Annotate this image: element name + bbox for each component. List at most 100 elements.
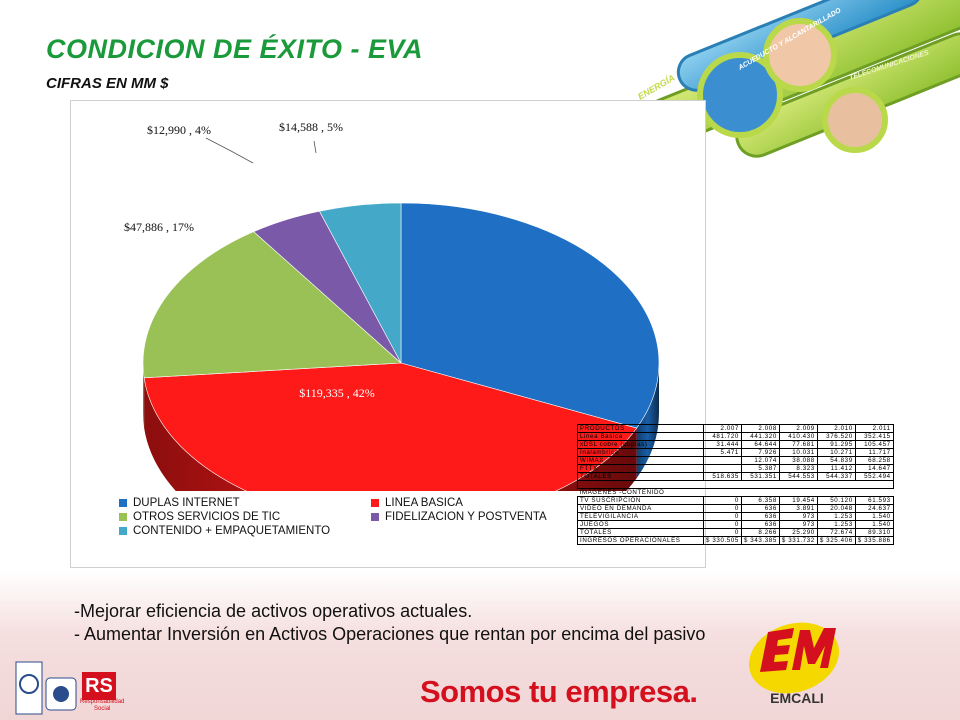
table-cell: $ 331.732 <box>778 536 818 545</box>
legend-swatch <box>371 499 379 507</box>
table-cell: 68.258 <box>854 456 894 465</box>
table-cell: TV SUSCRIPCION <box>577 496 704 505</box>
table-totals-row: TOTALES 518.635 531.351 544.553 544.337 552.4… <box>577 472 894 481</box>
pie-data-label-1: $119,335 , 42% <box>299 386 375 400</box>
table-cell: 91.295 <box>816 440 856 449</box>
table-cell: INGRESOS OPERACIONALES <box>577 536 704 545</box>
pie-data-label-0: $90,278 , 32% <box>524 205 594 219</box>
table-cell: 12.074 <box>740 456 780 465</box>
table-row: xDSL cobre (duplas) 31.444 64.644 77.681 91.… <box>577 440 894 449</box>
bullet-2: - Aumentar Inversión en Activos Operacio… <box>74 624 706 644</box>
table-cell: 2.011 <box>854 424 894 433</box>
products-table: PRODUCTOS 2.007 2.008 2.009 2.010 2.011 Linea … <box>577 424 894 545</box>
table-cell: 544.553 <box>778 472 818 481</box>
pie-slice-contenido-empaquetamiento <box>319 202 402 364</box>
table-cell: 544.337 <box>816 472 856 481</box>
pie-data-label-4: $14,588 , 5% <box>279 120 343 134</box>
bullet-list: -Mejorar eficiencia de activos operativo… <box>74 600 734 646</box>
table-cell: 352.415 <box>854 432 894 441</box>
table-cell: 441.320 <box>740 432 780 441</box>
table-cell: 3.891 <box>778 504 818 513</box>
table-cell: 0 <box>703 520 742 529</box>
table-row: VIDEO EN DEMANDA 0 636 3.891 20.048 24.637 <box>577 504 894 513</box>
table-cell: Inalambrica <box>577 448 704 457</box>
slogan: Somos tu empresa. <box>420 674 698 709</box>
table-cell: 77.681 <box>778 440 818 449</box>
family-photo-icon <box>763 18 837 92</box>
table-cell: 24.637 <box>854 504 894 513</box>
table-section-label: IMAGENES -CONTENIDO <box>577 488 894 497</box>
chart-frame: $90,278 , 32% $119,335 , 42% $47,886 , 17%… <box>70 100 706 568</box>
table-cell: 2.010 <box>816 424 856 433</box>
legend-label: OTROS SERVICIOS DE TIC <box>133 511 281 523</box>
table-header-row: PRODUCTOS 2.007 2.008 2.009 2.010 2.011 <box>577 424 894 433</box>
table-cell: FTTX <box>577 464 704 473</box>
table-cell: 72.674 <box>816 528 856 537</box>
table-cell: 1.540 <box>854 520 894 529</box>
table-section-row: IMAGENES -CONTENIDO <box>577 488 894 497</box>
logo-word: EMCALI <box>770 690 824 706</box>
legend-label: CONTENIDO + EMPAQUETAMIENTO <box>133 525 331 537</box>
table-row: TELEVIGILANCIA 0 636 973 1.253 1.540 <box>577 512 894 521</box>
legend-item: LINEA BASICA <box>371 497 571 509</box>
table-row: JUEGOS 0 636 973 1.253 1.540 <box>577 520 894 529</box>
emcali-logo-icon <box>749 622 839 694</box>
table-cell: 89.310 <box>854 528 894 537</box>
table-cell: 0 <box>703 512 742 521</box>
rs-caption-line2: Social <box>94 706 111 712</box>
table-gap-row <box>577 480 894 489</box>
rs-logo: RS <box>82 672 116 700</box>
table-cell: 2.007 <box>703 424 742 433</box>
legend-swatch <box>119 499 127 507</box>
table-cell: 518.635 <box>703 472 742 481</box>
table-cell: 552.494 <box>854 472 894 481</box>
table-cell: 38.088 <box>778 456 818 465</box>
bullet-1: -Mejorar eficiencia de activos operativo… <box>74 601 473 621</box>
table-row: WIMAX 12.074 38.088 54.839 68.258 <box>577 456 894 465</box>
pie-data-label-2: $47,886 , 17% <box>124 220 194 234</box>
table-cell: $ 335.886 <box>854 536 894 545</box>
table-cell: 25.290 <box>778 528 818 537</box>
table-cell: TOTALES <box>577 528 704 537</box>
table-cell: 105.457 <box>854 440 894 449</box>
table-cell: 11.412 <box>816 464 856 473</box>
table-cell: $ 343.385 <box>740 536 780 545</box>
table-cell: Linea Basica <box>577 432 704 441</box>
table-cell: 5.471 <box>703 448 742 457</box>
table-cell: 410.430 <box>778 432 818 441</box>
table-cell: 2.008 <box>740 424 780 433</box>
table-row: TV SUSCRIPCION 0 6.358 19.454 50.120 61.593 <box>577 496 894 505</box>
table-cell: 54.839 <box>816 456 856 465</box>
table-cell: 1.540 <box>854 512 894 521</box>
table-cell: TELEVIGILANCIA <box>577 512 704 521</box>
rs-caption-line1: Responsabilidad <box>80 699 125 705</box>
table-cell: 7.926 <box>740 448 780 457</box>
chart-legend: DUPLAS INTERNET LINEA BASICA OTROS SERVICI… <box>119 497 569 537</box>
table-cell: 11.717 <box>854 448 894 457</box>
table-cell: 0 <box>703 504 742 513</box>
table-cell: 19.454 <box>778 496 818 505</box>
table-cell: $ 330.505 <box>703 536 742 545</box>
table-row: Inalambrica 5.471 7.926 10.031 10.271 11.717 <box>577 448 894 457</box>
table-cell: WIMAX <box>577 456 704 465</box>
services-banner: ENERGÍA ACUEDUCTO Y ALCANTARILLADO TELEC… <box>636 0 960 158</box>
table-cell: 376.520 <box>816 432 856 441</box>
table-ingresos-row: INGRESOS OPERACIONALES $ 330.505 $ 343.385… <box>577 536 894 545</box>
table-row: FTTX 5.387 8.323 11.412 14.647 <box>577 464 894 473</box>
table-cell: $ 325.406 <box>816 536 856 545</box>
table-cell: 0 <box>703 496 742 505</box>
table-cell: 2.009 <box>778 424 818 433</box>
water-photo-icon <box>697 52 783 138</box>
legend-label: DUPLAS INTERNET <box>133 497 240 509</box>
pie-side-2 <box>143 363 145 428</box>
legend-item: CONTENIDO + EMPAQUETAMIENTO <box>119 525 371 537</box>
table-cell: 14.647 <box>854 464 894 473</box>
legend-item: DUPLAS INTERNET <box>119 497 371 509</box>
table-cell: VIDEO EN DEMANDA <box>577 504 704 513</box>
table-cell: PRODUCTOS <box>577 424 704 433</box>
certification-logos <box>15 661 77 715</box>
table-cell: 50.120 <box>816 496 856 505</box>
products-table-wrap: PRODUCTOS 2.007 2.008 2.009 2.010 2.011 Linea … <box>577 424 894 545</box>
rs-caption: Responsabilidad Social <box>80 699 124 713</box>
leader-line-contenido <box>313 140 317 154</box>
